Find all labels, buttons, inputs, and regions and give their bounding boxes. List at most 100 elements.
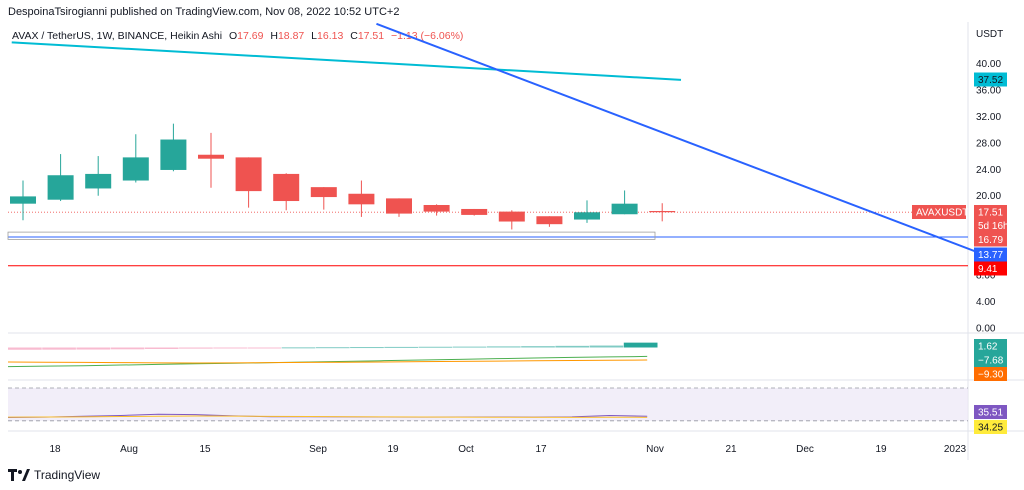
candle-body <box>574 212 600 220</box>
macd-histogram-bar <box>281 347 316 349</box>
macd-histogram-bar <box>350 347 384 349</box>
price-scale-tick: 36.00 <box>976 85 1001 96</box>
macd-histogram-bar <box>384 346 419 348</box>
rsi-badge: 34.25 <box>978 423 1003 434</box>
legend-open-key: O <box>229 30 238 42</box>
candle-body <box>649 211 676 213</box>
macd-signal-line <box>7 359 648 364</box>
price-scale-tick: 8.00 <box>976 271 996 282</box>
rsi-badge-bg <box>974 405 1007 419</box>
candle-body <box>160 139 187 170</box>
trendline <box>376 22 986 257</box>
price-badge-bg <box>974 247 1007 262</box>
macd-histogram-bar <box>76 347 111 350</box>
chart-legend: AVAX / TetherUS, 1W, BINANCE, Heikin Ash… <box>12 30 463 42</box>
legend-symbol: AVAX / TetherUS, 1W, BINANCE, Heikin Ash… <box>12 30 223 42</box>
legend-close-key: C <box>350 30 358 42</box>
rsi-badge: 35.51 <box>978 408 1003 419</box>
time-axis-tick: Aug <box>120 444 138 455</box>
candle-body <box>348 193 375 205</box>
candle-body <box>536 216 563 225</box>
time-axis-tick: Dec <box>796 444 814 455</box>
macd-histogram-bar <box>521 346 555 348</box>
macd-histogram-bar <box>144 347 179 349</box>
macd-histogram-bar <box>623 342 658 348</box>
macd-badge: −7.68 <box>978 356 1004 367</box>
time-axis-tick: 21 <box>725 444 737 455</box>
legend-low-key: L <box>311 30 318 42</box>
price-badge: 17.51 <box>978 208 1003 219</box>
price-scale-tick: 32.00 <box>976 112 1001 123</box>
macd-histogram-bar <box>418 346 453 348</box>
macd-badge: −9.30 <box>978 370 1004 381</box>
time-axis-tick: 18 <box>49 444 61 455</box>
legend-low: 16.13 <box>317 30 344 42</box>
macd-histogram-bar <box>247 347 282 349</box>
legend-open: 17.69 <box>237 30 264 42</box>
macd-badge-bg <box>974 353 1007 367</box>
published-line: DespoinaTsirogianni published on Trading… <box>8 6 400 18</box>
price-badge-symbol-bg <box>912 205 966 219</box>
candle-body <box>10 196 36 204</box>
price-scale-tick: 0.00 <box>976 324 996 335</box>
price-scale-tick: 4.00 <box>976 297 996 308</box>
candle-body <box>273 173 300 202</box>
time-axis-tick: 2023 <box>944 444 967 455</box>
legend-change: −1.13 (−6.06%) <box>391 30 464 42</box>
footer: TradingView <box>8 468 100 482</box>
price-badge: 5d 16h <box>978 221 1009 232</box>
price-badge: 16.79 <box>978 235 1003 246</box>
macd-badge-bg <box>974 339 1007 353</box>
macd-badge: 1.62 <box>978 342 998 353</box>
macd-histogram-bar <box>315 347 350 349</box>
macd-histogram-bar <box>486 346 521 348</box>
time-axis-tick: Oct <box>458 444 474 455</box>
macd-line <box>7 355 648 368</box>
macd-histogram-bar <box>179 347 213 349</box>
macd-histogram-bar <box>452 346 487 348</box>
rsi-band-fill <box>8 388 968 421</box>
time-axis-tick: 19 <box>387 444 399 455</box>
chart-canvas[interactable]: USDT40.0036.0032.0028.0024.0020.0016.008… <box>0 0 1024 462</box>
macd-histogram-bar <box>8 347 42 350</box>
candle-body <box>423 204 450 212</box>
candle-body <box>611 203 638 215</box>
price-badge-symbol: AVAXUSDT <box>916 208 968 219</box>
rsi-ma-line <box>7 415 648 418</box>
legend-close: 17.51 <box>357 30 385 42</box>
time-axis-tick: 19 <box>875 444 887 455</box>
price-badge-bg <box>974 232 1007 247</box>
price-scale-currency: USDT <box>976 29 1003 40</box>
candle-body <box>461 208 488 215</box>
price-badge: 37.52 <box>978 75 1003 86</box>
trendline <box>11 41 682 81</box>
price-scale-tick: 24.00 <box>976 165 1001 176</box>
rsi-badge-bg <box>974 420 1007 434</box>
price-badge: 9.41 <box>978 264 998 275</box>
candle-body <box>235 157 262 192</box>
price-badge: 13.77 <box>978 250 1003 261</box>
support-range-box <box>7 231 656 240</box>
candle-body <box>47 175 74 200</box>
candle-body <box>122 157 149 181</box>
candle-body <box>310 187 337 198</box>
price-badge-bg <box>974 72 1007 87</box>
candle-body <box>386 198 412 214</box>
price-scale-tick: 40.00 <box>976 59 1001 70</box>
legend-high: 18.87 <box>277 30 305 42</box>
time-axis-tick: Nov <box>646 444 664 455</box>
macd-histogram-bar <box>110 347 145 350</box>
candle-body <box>85 173 112 189</box>
price-badge-bg <box>974 218 1007 233</box>
macd-histogram-bar <box>213 347 247 349</box>
macd-histogram-bar <box>555 345 590 348</box>
macd-histogram-bar <box>42 347 76 350</box>
footer-brand: TradingView <box>34 468 101 482</box>
time-axis-tick: Sep <box>309 444 327 455</box>
macd-histogram-bar <box>589 345 624 348</box>
legend-high-key: H <box>270 30 278 42</box>
tradingview-logo-icon <box>8 469 30 481</box>
time-axis-tick: 17 <box>535 444 547 455</box>
candle-body <box>498 211 525 222</box>
time-axis-tick: 15 <box>199 444 211 455</box>
